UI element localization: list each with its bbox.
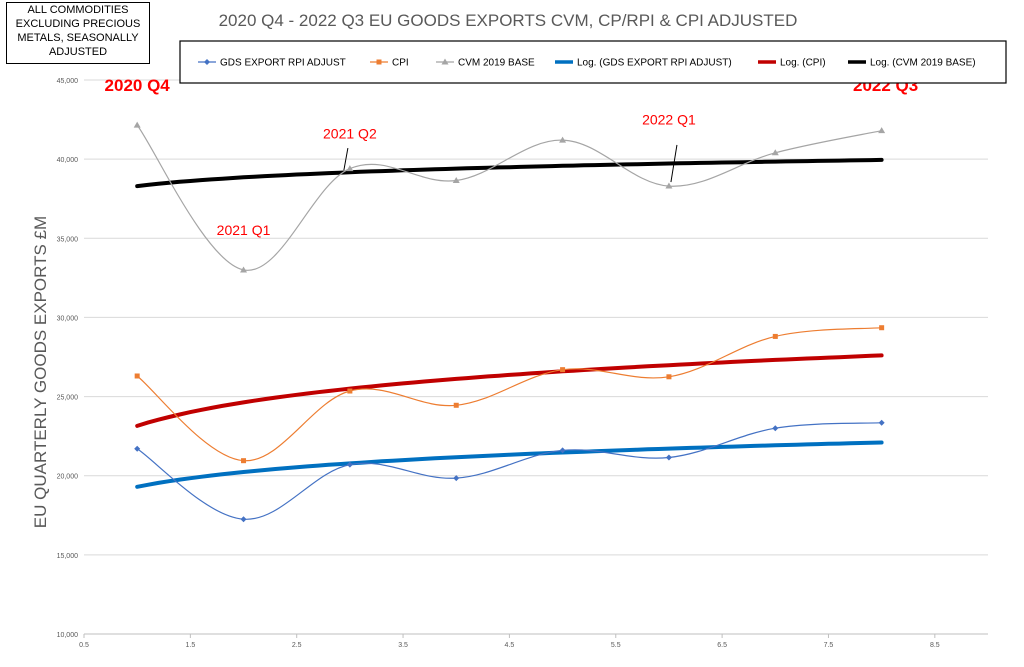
annotation-label: 2021 Q2 bbox=[323, 126, 377, 142]
x-tick-label: 1.5 bbox=[185, 642, 195, 649]
data-point bbox=[452, 177, 460, 184]
series-line bbox=[136, 124, 882, 271]
data-series bbox=[133, 121, 886, 523]
grid-lines bbox=[84, 79, 988, 556]
data-point bbox=[346, 461, 353, 468]
x-tick-label: 5.5 bbox=[611, 642, 621, 649]
y-tick-label: 40,000 bbox=[57, 157, 79, 164]
annotation-label: 2020 Q4 bbox=[105, 76, 171, 95]
annotation-leader bbox=[670, 144, 678, 183]
data-point bbox=[133, 121, 141, 128]
data-point bbox=[441, 58, 449, 65]
legend-box bbox=[179, 40, 1007, 84]
data-point bbox=[453, 402, 459, 408]
y-tick-label: 10,000 bbox=[57, 632, 79, 639]
x-tick-label: 0.5 bbox=[79, 642, 89, 649]
x-tick-label: 8.5 bbox=[930, 642, 940, 649]
note-line-1: ALL COMMODITIES bbox=[27, 4, 129, 16]
y-tick-label: 45,000 bbox=[57, 78, 79, 85]
legend-label: Log. (CVM 2019 BASE) bbox=[870, 58, 976, 69]
data-point bbox=[878, 419, 885, 426]
data-point bbox=[771, 149, 779, 156]
data-point bbox=[878, 127, 886, 134]
data-point bbox=[240, 516, 247, 523]
data-point bbox=[376, 59, 382, 65]
trendlines bbox=[135, 157, 884, 489]
data-point bbox=[772, 425, 779, 432]
data-point bbox=[241, 458, 247, 464]
y-tick-label: 35,000 bbox=[57, 236, 79, 243]
data-point bbox=[772, 333, 778, 339]
annotation-label: 2022 Q1 bbox=[642, 111, 696, 127]
legend-label: CPI bbox=[392, 58, 409, 69]
y-tick-label: 20,000 bbox=[57, 474, 79, 481]
x-tick-label: 7.5 bbox=[824, 642, 834, 649]
data-point bbox=[559, 136, 567, 143]
series-line bbox=[136, 327, 882, 462]
data-point bbox=[204, 59, 210, 65]
data-point bbox=[346, 165, 354, 172]
y-tick-label: 15,000 bbox=[57, 553, 79, 560]
data-point bbox=[560, 367, 566, 373]
note-line-4: ADJUSTED bbox=[48, 46, 108, 58]
data-point bbox=[879, 325, 885, 331]
series-line bbox=[136, 422, 882, 520]
y-tick-label: 25,000 bbox=[57, 395, 79, 402]
note-box: ALL COMMODITIES EXCLUDING PRECIOUS METAL… bbox=[6, 2, 150, 64]
note-line-3: METALS, SEASONALLY bbox=[17, 32, 139, 44]
legend-label: GDS EXPORT RPI ADJUST bbox=[220, 58, 346, 69]
data-point bbox=[134, 445, 141, 452]
x-tick-label: 6.5 bbox=[717, 642, 727, 649]
x-tick-label: 2.5 bbox=[292, 642, 302, 649]
y-tick-label: 30,000 bbox=[57, 315, 79, 322]
data-point bbox=[559, 447, 566, 454]
data-point bbox=[666, 374, 672, 380]
legend: GDS EXPORT RPI ADJUST CPI CVM 2019 BASE Log… bbox=[179, 40, 1007, 84]
x-tick-label: 4.5 bbox=[505, 642, 515, 649]
legend-label: Log. (GDS EXPORT RPI ADJUST) bbox=[577, 58, 732, 69]
data-point bbox=[665, 454, 672, 461]
data-point bbox=[347, 388, 353, 394]
chart-title: 2020 Q4 - 2022 Q3 EU GOODS EXPORTS CVM, … bbox=[219, 11, 798, 30]
annotation-leader bbox=[343, 147, 349, 171]
data-point bbox=[134, 373, 140, 379]
x-tick-label: 3.5 bbox=[398, 642, 408, 649]
data-point bbox=[665, 182, 673, 189]
note-line-2: EXCLUDING PRECIOUS bbox=[15, 18, 141, 30]
axes: 10,000 15,000 20,000 25,000 30,000 35,000 40,0… bbox=[57, 78, 988, 649]
trendline bbox=[135, 440, 884, 489]
annotation-label: 2021 Q1 bbox=[217, 222, 271, 238]
trendline bbox=[135, 157, 884, 189]
legend-label: Log. (CPI) bbox=[780, 58, 826, 69]
data-point bbox=[240, 266, 248, 273]
data-point bbox=[453, 475, 460, 482]
trendline bbox=[135, 353, 884, 428]
y-axis-label: EU QUARTERLY GOODS EXPORTS £M bbox=[31, 216, 50, 528]
legend-label: CVM 2019 BASE bbox=[458, 58, 535, 69]
